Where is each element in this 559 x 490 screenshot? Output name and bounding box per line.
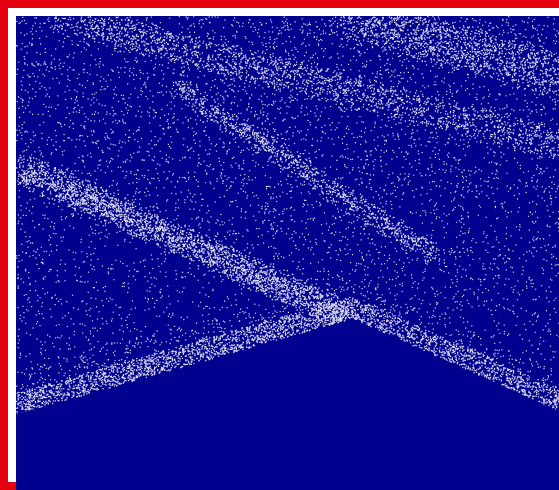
solid-navy-wedge bbox=[16, 318, 559, 490]
point-cloud-points bbox=[16, 16, 559, 415]
point-speckles bbox=[16, 16, 559, 415]
point-cloud-canvas bbox=[16, 16, 559, 490]
